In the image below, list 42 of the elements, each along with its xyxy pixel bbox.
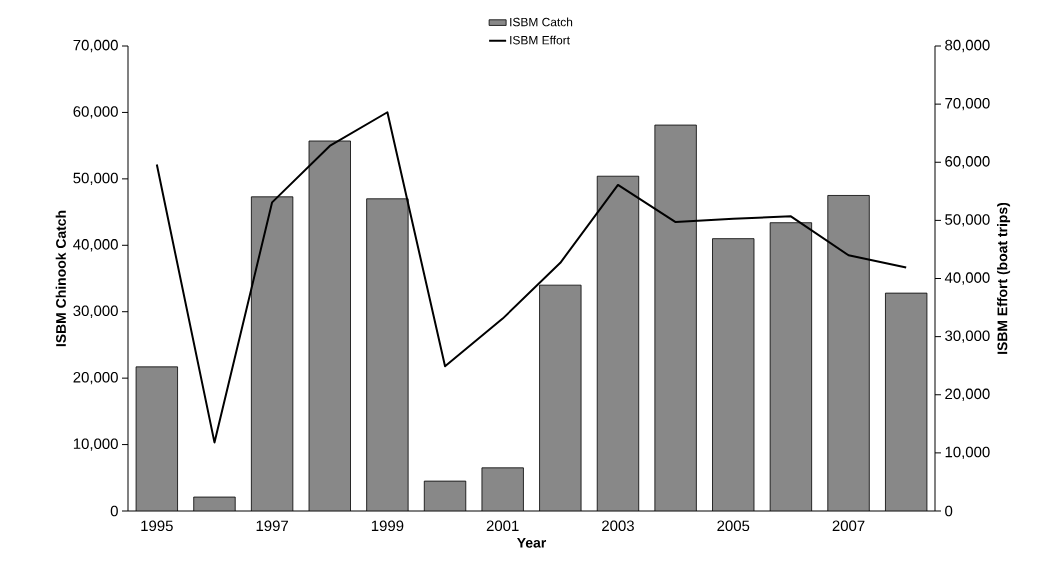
y2-tick-label: 80,000	[945, 39, 990, 53]
x-tick-label: 1999	[371, 520, 404, 532]
x-tick-label: 2003	[602, 520, 634, 532]
y2-tick-label: 60,000	[945, 156, 990, 169]
y-axis-title: ISBM Chinook Catch	[55, 210, 66, 347]
x-tick-label: 2007	[832, 520, 865, 532]
legend-label: ISBM Effort	[510, 35, 570, 45]
bar	[539, 285, 582, 511]
y2-tick-label: 70,000	[945, 97, 990, 111]
bar	[827, 195, 870, 511]
y2-axis-title: ISBM Effort (boat trips)	[997, 202, 1011, 354]
y-tick-label: 50,000	[73, 172, 118, 186]
y-tick-label: 10,000	[73, 438, 118, 451]
y-tick-label: 60,000	[73, 106, 118, 119]
bar	[597, 176, 639, 511]
bar	[770, 222, 812, 511]
y2-tick-label: 0	[945, 505, 953, 517]
bar	[366, 198, 409, 511]
y2-tick-label: 40,000	[944, 272, 990, 285]
y-tick-label: 30,000	[73, 305, 118, 318]
bar	[136, 366, 178, 511]
y2-tick-label: 50,000	[945, 214, 990, 227]
y2-tick-label: 20,000	[945, 388, 990, 401]
bar	[654, 125, 697, 511]
bar	[424, 481, 466, 511]
x-tick-label: 2005	[717, 520, 750, 532]
y2-tick-label: 10,000	[945, 446, 990, 460]
bar	[309, 141, 351, 511]
y-tick-label: 40,000	[73, 239, 118, 252]
legend-label: ISBM Catch	[510, 17, 573, 27]
bar	[712, 238, 755, 511]
y-tick-label: 20,000	[73, 371, 118, 385]
bar	[251, 196, 293, 511]
x-tick-label: 1997	[256, 520, 288, 532]
bar	[885, 292, 928, 511]
x-axis-title: Year	[517, 537, 547, 548]
y-tick-label: 70,000	[73, 39, 118, 53]
x-tick-label: 2001	[486, 520, 519, 532]
y-tick-label: 0	[110, 505, 118, 517]
y2-tick-label: 30,000	[945, 330, 990, 343]
x-tick-label: 1995	[141, 520, 173, 532]
bar	[481, 467, 524, 511]
